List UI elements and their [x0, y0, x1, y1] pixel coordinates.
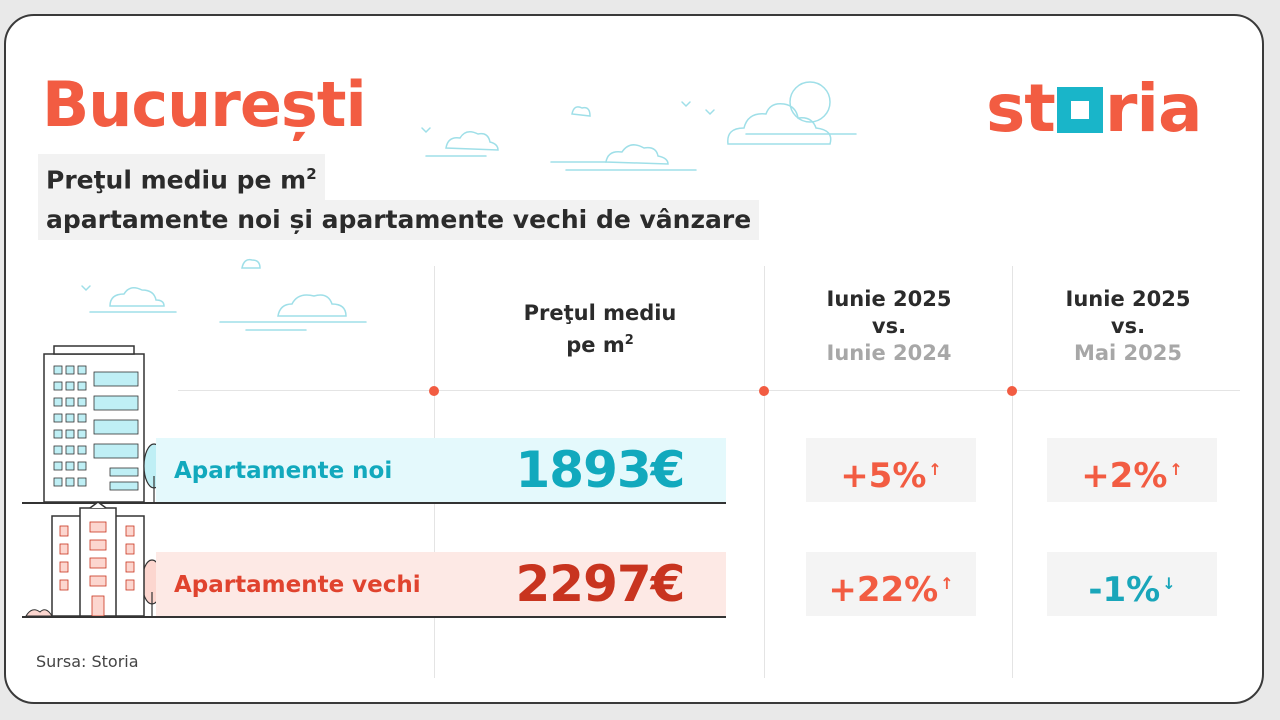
column-divider: [764, 266, 765, 678]
subtitle-line-1: Preţul mediu pe m2: [38, 154, 325, 201]
logo-square-icon: [1056, 87, 1103, 133]
price-new: 1893€: [515, 441, 686, 499]
arrow-down-icon: ↓: [1162, 574, 1176, 593]
price-old: 2297€: [515, 555, 686, 613]
divider-dot: [429, 386, 439, 396]
cloud-decoration-icon: [81, 81, 857, 331]
header-divider: [178, 390, 1240, 391]
infographic-card: București st ria Preţul mediu pe m2 apart…: [4, 14, 1264, 704]
yoy-change-new: +5% ↑: [806, 438, 976, 502]
column-header-yoy: Iunie 2025 vs. Iunie 2024: [826, 287, 952, 365]
divider-dot: [759, 386, 769, 396]
ground-line: [22, 502, 156, 504]
arrow-up-icon: ↑: [1169, 460, 1183, 479]
logo-text-suffix: ria: [1104, 70, 1203, 147]
row-label-old: Apartamente vechi: [174, 572, 421, 598]
column-header-price: Preţul mediu pe m2: [523, 301, 677, 357]
old-building-icon: [25, 501, 145, 617]
new-building-icon: [43, 345, 145, 503]
arrow-up-icon: ↑: [940, 574, 954, 593]
page-title: București: [42, 68, 367, 141]
logo-text-prefix: st: [986, 70, 1056, 147]
arrow-up-icon: ↑: [928, 460, 942, 479]
yoy-change-old: +22% ↑: [806, 552, 976, 616]
divider-dot: [1007, 386, 1017, 396]
row-band-new: [156, 438, 726, 504]
row-label-new: Apartamente noi: [174, 458, 393, 484]
row-band-old: [156, 552, 726, 618]
column-header-mom: Iunie 2025 vs. Mai 2025: [1065, 287, 1191, 365]
column-divider: [1012, 266, 1013, 678]
storia-logo: st ria: [986, 74, 1226, 144]
source-note: Sursa: Storia: [36, 652, 139, 671]
mom-change-new: +2% ↑: [1047, 438, 1217, 502]
ground-line: [22, 616, 156, 618]
subtitle-line-2: apartamente noi și apartamente vechi de …: [38, 200, 760, 240]
mom-change-old: -1% ↓: [1047, 552, 1217, 616]
